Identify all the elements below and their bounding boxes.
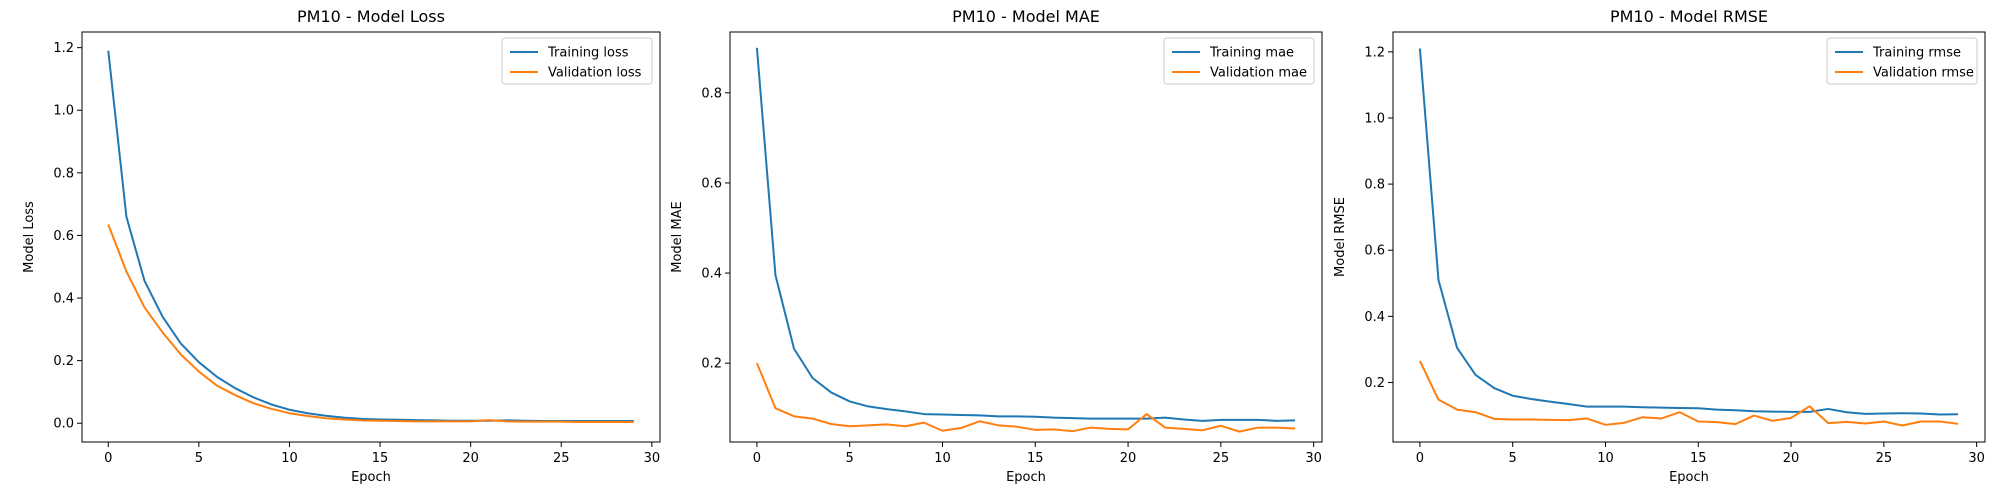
chart-panel-3: PM10 - Model RMSE 0 5 10 15 20 25 30 0.2 0.4 0.6 0.…: [1333, 7, 1986, 485]
y-axis-label: Model Loss: [22, 201, 37, 273]
y-tick-label: 0.4: [1364, 310, 1385, 325]
x-tick-label: 0: [753, 451, 761, 466]
legend-entry: Training mae: [1209, 46, 1294, 61]
legend-entry: Validation mae: [1210, 66, 1307, 81]
x-tick-label: 0: [104, 451, 112, 466]
legend-entry: Validation loss: [548, 66, 642, 81]
y-tick-label: 0.8: [701, 86, 722, 101]
x-tick-label: 5: [846, 451, 854, 466]
x-tick-label: 25: [1213, 451, 1230, 466]
legend-entry: Training loss: [547, 46, 629, 61]
chart-title: PM10 - Model MAE: [952, 7, 1100, 26]
y-tick-label: 1.0: [1364, 111, 1385, 126]
y-tick-label: 0.8: [53, 166, 74, 181]
series-line-training: [1418, 48, 1959, 416]
series-line-training: [755, 47, 1296, 422]
y-tick-label: 0.8: [1364, 178, 1385, 193]
y-tick-label: 0.0: [53, 417, 74, 432]
legend-entry: Validation rmse: [1873, 66, 1974, 81]
chart-title: PM10 - Model Loss: [297, 7, 445, 26]
plot-frame: [81, 31, 661, 443]
x-tick-label: 10: [281, 451, 298, 466]
chart-panel-1: PM10 - Model Loss 0 5 10 15 20 25 30 0.0 0.2 0.4 0.…: [22, 7, 661, 485]
y-tick-label: 1.2: [53, 41, 74, 56]
y-tick-label: 0.2: [1364, 376, 1385, 391]
x-axis-label: Epoch: [1006, 470, 1046, 485]
series-line-validation: [1419, 360, 1959, 427]
x-tick-label: 20: [462, 451, 479, 466]
y-tick-label: 0.4: [53, 292, 74, 307]
x-tick-label: 25: [1876, 451, 1893, 466]
x-axis-label: Epoch: [351, 470, 391, 485]
legend-box: [1163, 37, 1315, 85]
x-axis-label: Epoch: [1669, 470, 1709, 485]
legend-box: [1826, 37, 1978, 85]
y-tick-label: 0.6: [701, 176, 722, 191]
x-tick-label: 30: [1968, 451, 1985, 466]
x-tick-label: 15: [1690, 451, 1707, 466]
y-tick-label: 0.6: [1364, 244, 1385, 259]
x-tick-label: 15: [1027, 451, 1044, 466]
chart-title: PM10 - Model RMSE: [1610, 7, 1768, 26]
x-tick-label: 5: [1509, 451, 1517, 466]
legend-box: [501, 37, 653, 85]
y-tick-label: 1.0: [53, 104, 74, 119]
y-tick-label: 0.6: [53, 229, 74, 244]
plot-frame: [1392, 31, 1986, 443]
x-tick-label: 30: [1305, 451, 1322, 466]
x-tick-label: 30: [644, 451, 661, 466]
y-axis-label: Model MAE: [670, 201, 685, 273]
x-tick-label: 5: [195, 451, 203, 466]
chart-panel-2: PM10 - Model MAE 0 5 10 15 20 25 30 0.2 0.4 0.6 0.8…: [670, 7, 1323, 485]
x-tick-label: 0: [1416, 451, 1424, 466]
x-tick-label: 20: [1783, 451, 1800, 466]
x-tick-label: 20: [1120, 451, 1137, 466]
y-tick-label: 1.2: [1364, 45, 1385, 60]
x-tick-label: 10: [934, 451, 951, 466]
plot-frame: [729, 31, 1323, 443]
series-line-training: [107, 50, 634, 423]
y-tick-label: 0.2: [53, 354, 74, 369]
x-tick-label: 15: [372, 451, 389, 466]
y-tick-label: 0.2: [701, 357, 722, 372]
y-tick-label: 0.4: [701, 267, 722, 282]
series-line-validation: [755, 362, 1296, 433]
y-axis-label: Model RMSE: [1333, 197, 1348, 277]
x-tick-label: 10: [1597, 451, 1614, 466]
x-tick-label: 25: [553, 451, 570, 466]
series-line-validation: [107, 224, 634, 423]
legend-entry: Training rmse: [1872, 46, 1961, 61]
